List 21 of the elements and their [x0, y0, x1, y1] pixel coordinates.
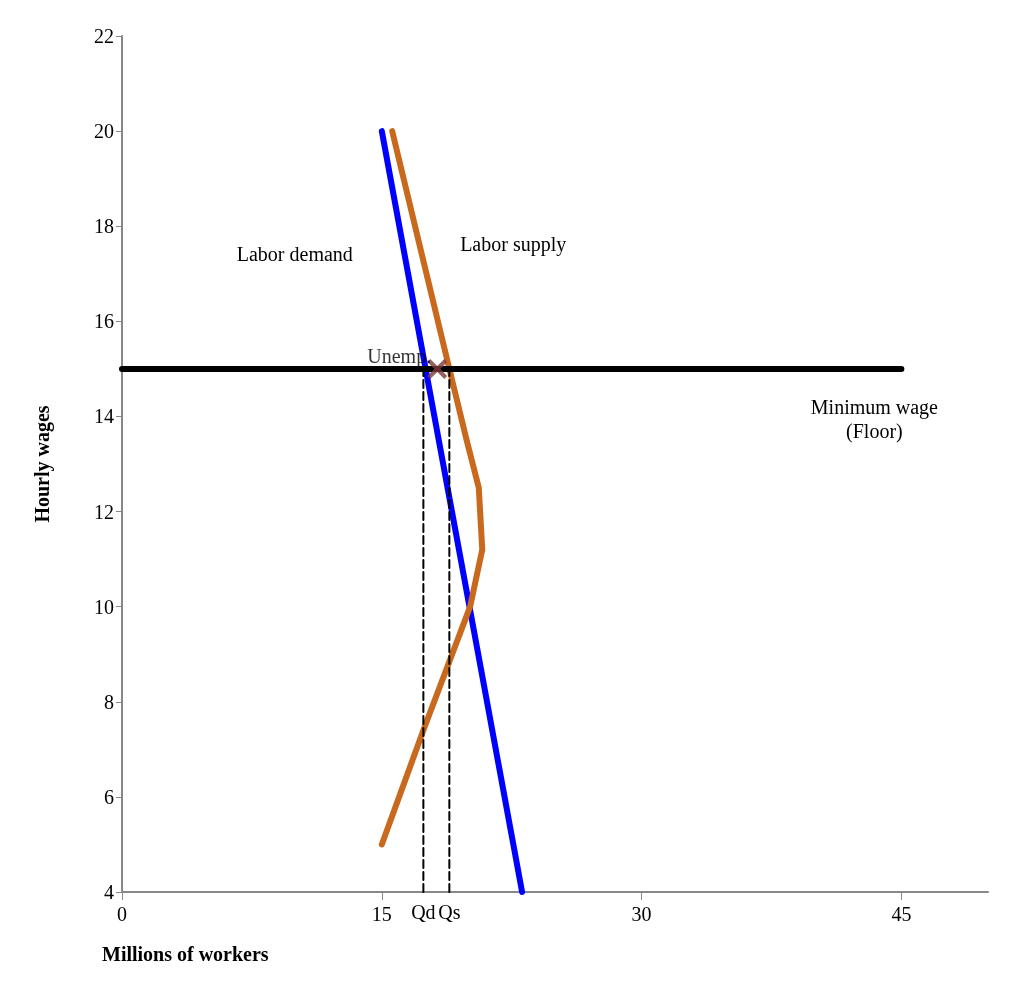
series-label: Labor supply [460, 233, 567, 257]
x-tick-label: 45 [891, 903, 912, 925]
y-tick-label: 8 [104, 690, 114, 713]
x-tick-label: 15 [371, 903, 392, 925]
y-tick-label: 20 [94, 120, 114, 143]
y-tick-label: 16 [94, 310, 114, 333]
series-label: Minimum wage (Floor) [810, 395, 939, 443]
y-tick-label: 18 [94, 215, 114, 238]
x-tick-label: 0 [117, 903, 127, 925]
x-axis-title: Millions of workers [102, 943, 269, 965]
y-tick-label: 12 [94, 500, 114, 523]
y-axis-title: Hourly wages [31, 405, 54, 523]
x-tick-label: 30 [631, 903, 652, 925]
y-tick-label: 22 [94, 25, 114, 47]
text: Labor demand [236, 243, 353, 266]
series-label: Qs [438, 901, 461, 923]
y-tick-label: 14 [94, 405, 114, 428]
y-tick-label: 6 [104, 785, 114, 808]
y-tick-label: 10 [94, 595, 114, 618]
y-tick-label: 4 [104, 881, 114, 903]
series-label: Qd [411, 901, 436, 923]
